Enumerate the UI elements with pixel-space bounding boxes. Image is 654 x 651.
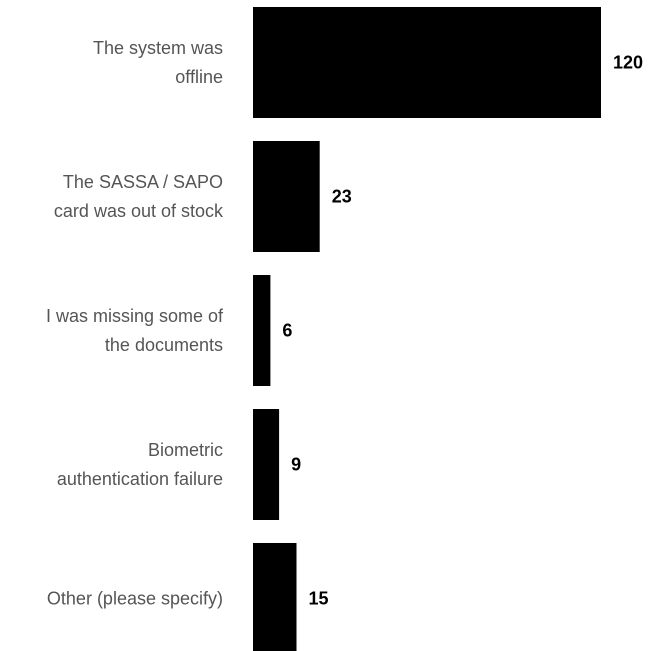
- value-label-1: 23: [332, 187, 352, 207]
- bars-group: [253, 7, 601, 651]
- category-label-line: Other (please specify): [47, 589, 223, 609]
- category-labels-group: The system was offline The SASSA / SAPO car…: [46, 38, 224, 609]
- category-label-line: The SASSA / SAPO: [63, 172, 223, 192]
- category-label-line: I was missing some of: [46, 306, 224, 326]
- category-label-line: The system was: [93, 38, 223, 58]
- bar-4: [253, 543, 297, 651]
- bar-1: [253, 141, 320, 252]
- category-label-line: card was out of stock: [54, 201, 224, 221]
- category-label-4: Other (please specify): [47, 589, 223, 609]
- value-label-4: 15: [309, 589, 329, 609]
- category-label-1: The SASSA / SAPO card was out of stock: [54, 172, 224, 221]
- value-label-3: 9: [291, 455, 301, 475]
- category-label-0: The system was offline: [93, 38, 223, 87]
- value-labels-group: 120 23 6 9 15: [282, 53, 643, 609]
- bar-3: [253, 409, 280, 520]
- category-label-3: Biometric authentication failure: [57, 440, 223, 489]
- value-label-0: 120: [613, 53, 643, 73]
- bar-0: [253, 7, 601, 118]
- category-label-2: I was missing some of the documents: [46, 306, 224, 355]
- category-label-line: offline: [175, 67, 223, 87]
- bar-2: [253, 275, 271, 386]
- category-label-line: the documents: [105, 335, 223, 355]
- value-label-2: 6: [282, 321, 292, 341]
- category-label-line: Biometric: [148, 440, 223, 460]
- category-label-line: authentication failure: [57, 469, 223, 489]
